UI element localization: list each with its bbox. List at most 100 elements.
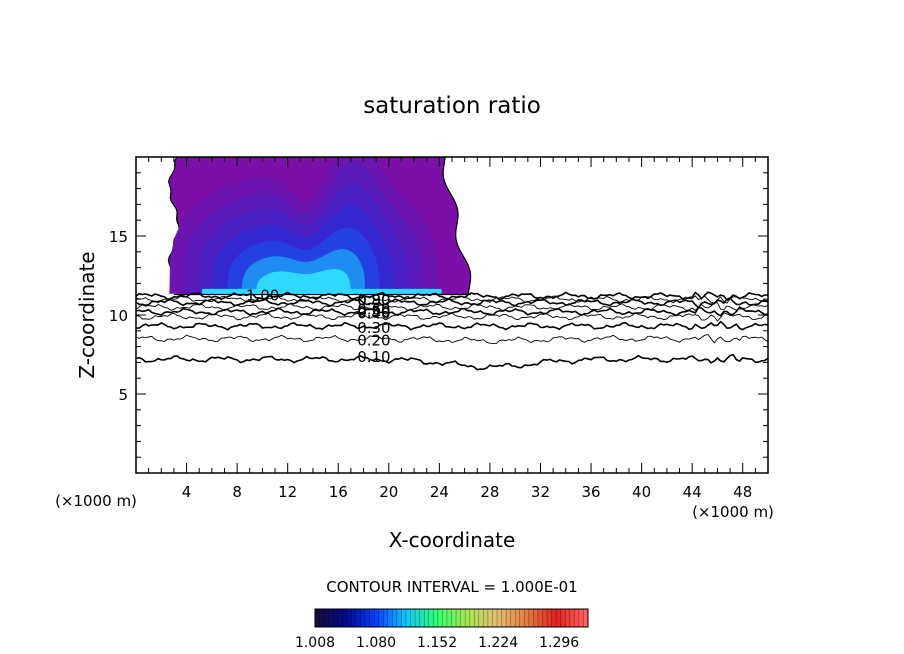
colorbar-swatch bbox=[442, 609, 448, 627]
y-tick-label: 15 bbox=[109, 228, 128, 246]
x-tick-label: 28 bbox=[480, 483, 499, 501]
colorbar-swatch bbox=[492, 609, 498, 627]
x-tick-label: 44 bbox=[683, 483, 702, 501]
colorbar-swatch bbox=[315, 609, 320, 627]
colorbar-swatch bbox=[574, 609, 580, 627]
filled-contour-region bbox=[167, 157, 472, 296]
x-unit-left: (×1000 m) bbox=[55, 492, 137, 510]
colorbar-tick-label: 1.296 bbox=[539, 635, 579, 651]
contour-line-1.00 bbox=[136, 291, 768, 302]
contour-label: 1.00 bbox=[246, 286, 279, 304]
colorbar-tick-label: 1.152 bbox=[417, 635, 457, 651]
colorbar-ticks: 1.008 1.080 1.152 1.224 1.296 bbox=[295, 635, 579, 651]
colorbar-swatch bbox=[551, 609, 557, 627]
colorbar-swatch bbox=[501, 609, 507, 627]
colorbar-swatch bbox=[506, 609, 512, 627]
colorbar-swatch bbox=[374, 609, 380, 627]
contour-label: 0.60 bbox=[357, 300, 390, 318]
colorbar-swatch bbox=[346, 609, 352, 627]
colorbar-swatch bbox=[396, 609, 402, 627]
chart-title: saturation ratio bbox=[363, 93, 541, 119]
contour-line-0.50 bbox=[136, 305, 768, 317]
colorbar-swatch bbox=[583, 609, 589, 627]
colorbar-swatch bbox=[378, 609, 384, 627]
x-tick-label: 16 bbox=[329, 483, 348, 501]
y-axis: 5 10 15 bbox=[109, 172, 768, 458]
contour-label: 0.90 bbox=[357, 291, 390, 309]
colorbar-swatch bbox=[569, 609, 575, 627]
colorbar-swatch bbox=[360, 609, 366, 627]
fill-level-7 bbox=[256, 269, 351, 295]
contour-line-0.90 bbox=[136, 295, 768, 304]
colorbar-swatch bbox=[351, 609, 357, 627]
contour-line-0.60 bbox=[136, 302, 768, 312]
colorbar-swatch bbox=[483, 609, 489, 627]
colorbar-swatch bbox=[519, 609, 525, 627]
colorbar-swatch bbox=[410, 609, 416, 627]
colorbar-swatch bbox=[528, 609, 534, 627]
x-unit-right: (×1000 m) bbox=[692, 503, 774, 521]
colorbar-swatch bbox=[365, 609, 370, 627]
colorbar-swatch bbox=[355, 609, 361, 627]
colorbar-swatch bbox=[456, 609, 461, 627]
colorbar-tick-label: 1.080 bbox=[356, 635, 396, 651]
x-tick-label: 24 bbox=[430, 483, 449, 501]
colorbar-swatch bbox=[415, 609, 421, 627]
colorbar-swatch bbox=[556, 609, 562, 627]
contour-line-0.40 bbox=[136, 312, 768, 322]
colorbar-swatch bbox=[406, 609, 411, 627]
contour-label: 0.10 bbox=[357, 348, 390, 366]
contour-label: 0.80 bbox=[357, 291, 390, 309]
colorbar-swatch bbox=[460, 609, 466, 627]
colorbar bbox=[314, 608, 589, 628]
colorbar-swatch bbox=[319, 609, 325, 627]
colorbar-swatch bbox=[565, 609, 571, 627]
x-tick-label: 48 bbox=[733, 483, 752, 501]
colorbar-swatch bbox=[533, 609, 539, 627]
x-tick-label: 8 bbox=[232, 483, 242, 501]
colorbar-swatch bbox=[469, 609, 475, 627]
colorbar-swatch bbox=[337, 609, 343, 627]
colorbar-swatch bbox=[547, 609, 552, 627]
y-tick-label: 10 bbox=[109, 307, 128, 325]
colorbar-swatch bbox=[478, 609, 484, 627]
colorbar-swatch bbox=[369, 609, 375, 627]
y-axis-label: Z-coordinate bbox=[75, 251, 99, 378]
colorbar-swatch bbox=[474, 609, 480, 627]
colorbar-frame bbox=[314, 608, 589, 628]
contour-interval-text: CONTOUR INTERVAL = 1.000E-01 bbox=[326, 578, 577, 596]
colorbar-swatch bbox=[497, 609, 502, 627]
x-axis-label: X-coordinate bbox=[389, 528, 516, 552]
colorbar-swatch bbox=[510, 609, 516, 627]
colorbar-swatch bbox=[537, 609, 543, 627]
colorbar-swatch bbox=[342, 609, 348, 627]
colorbar-swatch bbox=[333, 609, 339, 627]
contour-label: 0.40 bbox=[357, 304, 390, 322]
contour-line-0.30 bbox=[136, 320, 768, 331]
colorbar-swatch bbox=[578, 609, 584, 627]
x-tick-label: 20 bbox=[379, 483, 398, 501]
x-tick-label: 36 bbox=[581, 483, 600, 501]
contour-line-0.20 bbox=[136, 333, 768, 345]
x-tick-label: 4 bbox=[182, 483, 192, 501]
contour-label: 0.50 bbox=[357, 303, 390, 321]
colorbar-swatch bbox=[433, 609, 439, 627]
contour-lines bbox=[136, 291, 768, 371]
contour-line-0.10 bbox=[136, 353, 768, 371]
colorbar-swatch bbox=[324, 609, 330, 627]
x-tick-label: 12 bbox=[278, 483, 297, 501]
fill-level-max-band bbox=[201, 288, 442, 294]
colorbar-swatch bbox=[451, 609, 457, 627]
contour-label: 0.30 bbox=[357, 319, 390, 337]
colorbar-swatch bbox=[465, 609, 471, 627]
x-axis: 4 8 12 16 20 24 28 32 36 40 44 48 bbox=[148, 157, 756, 501]
colorbar-swatch bbox=[419, 609, 425, 627]
colorbar-swatch bbox=[437, 609, 443, 627]
colorbar-swatch bbox=[542, 609, 548, 627]
colorbar-tick-label: 1.224 bbox=[478, 635, 518, 651]
colorbar-swatch bbox=[428, 609, 434, 627]
colorbar-swatch bbox=[524, 609, 530, 627]
colorbar-swatch bbox=[383, 609, 389, 627]
colorbar-swatch bbox=[424, 609, 430, 627]
